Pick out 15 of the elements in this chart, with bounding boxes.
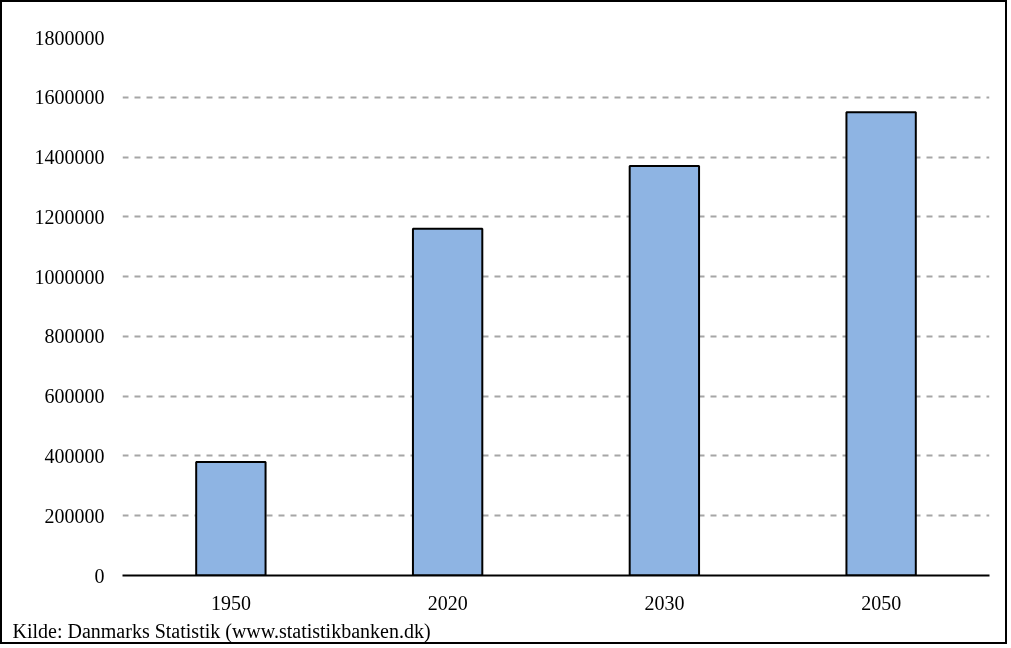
x-tick-label: 2030 [644,591,685,614]
y-tick-label: 0 [94,564,105,587]
y-tick-label: 1200000 [34,205,105,228]
y-tick-label: 200000 [44,504,105,527]
y-tick-label: 1000000 [34,265,105,288]
y-tick-label: 1400000 [34,146,105,169]
y-tick-label: 400000 [44,444,105,467]
y-tick-label: 800000 [44,325,105,348]
x-tick-label: 2020 [427,591,468,614]
y-tick-label: 600000 [44,385,105,408]
y-tick-label: 1600000 [34,86,105,109]
x-tick-label: 2050 [861,591,902,614]
x-tick-label: 1950 [210,591,251,614]
y-tick-label: 1800000 [34,26,105,49]
text: Kilde: Danmarks Statistik (www.statistikbanken.dk) [12,619,431,643]
